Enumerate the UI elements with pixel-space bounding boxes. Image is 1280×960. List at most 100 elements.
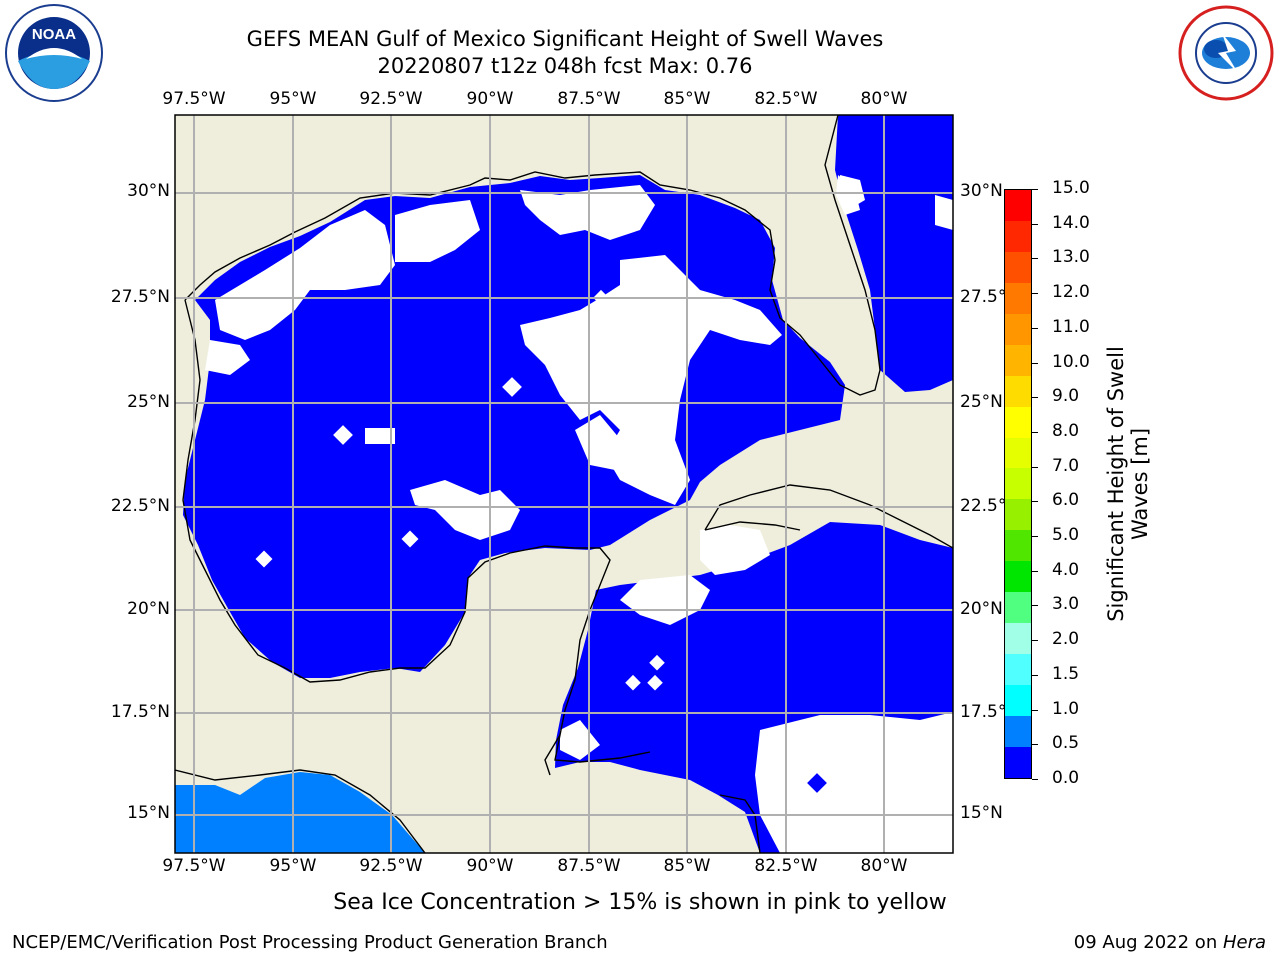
colorbar-tick-label: 2.0 [1052, 629, 1080, 650]
swell-speck [807, 773, 827, 793]
lat-label-right: 25°N [960, 392, 1003, 412]
colorbar-segment [1005, 437, 1031, 469]
lon-label-bottom: 92.5°W [359, 856, 423, 876]
map-subtitle: 20220807 t12z 048h fcst Max: 0.76 [377, 54, 753, 78]
lon-label-top: 87.5°W [557, 89, 621, 109]
lat-label-left: 22.5°N [110, 496, 170, 516]
lat-label-left: 27.5°N [110, 287, 170, 307]
footer-branch: NCEP/EMC/Verification Post Processing Pr… [12, 932, 608, 953]
colorbar-tick-label: 14.0 [1052, 212, 1090, 233]
footer-host: Hera [1222, 932, 1266, 953]
colorbar-segment [1005, 499, 1031, 531]
colorbar-tick-label: 1.5 [1052, 663, 1080, 684]
colorbar-tick-label: 3.0 [1052, 594, 1080, 615]
colorbar-segment [1005, 190, 1031, 221]
lon-label-top: 97.5°W [162, 89, 226, 109]
colorbar-tick-label: 1.0 [1052, 698, 1080, 719]
colorbar-segment [1005, 685, 1031, 716]
colorbar-tick-mark [1032, 501, 1038, 503]
colorbar-tick-label: 6.0 [1052, 490, 1080, 511]
colorbar-tick-label: 13.0 [1052, 247, 1090, 268]
colorbar-tick-mark [1032, 431, 1038, 433]
colorbar-segment [1005, 623, 1031, 655]
colorbar-tick-label: 7.0 [1052, 455, 1080, 476]
lat-label-left: 30°N [127, 181, 170, 201]
colorbar-tick-label: 11.0 [1052, 316, 1090, 337]
colorbar-ticks: 15.0 14.0 13.0 12.0 11.0 10.0 9.0 8.0 7.0 6.0 5.0 4… [1032, 178, 1102, 788]
lon-label-top: 82.5°W [754, 89, 818, 109]
noaa-logo-text: NOAA [32, 26, 76, 43]
map-title: GEFS MEAN Gulf of Mexico Significant Hei… [246, 27, 884, 51]
colorbar-tick-label: 9.0 [1052, 386, 1080, 407]
lon-label-bottom: 85°W [663, 856, 711, 876]
colorbar-segment [1005, 251, 1031, 283]
colorbar-segment [1005, 220, 1031, 252]
colorbar-segment [1005, 282, 1031, 314]
colorbar-tick-label: 0.5 [1052, 733, 1080, 754]
colorbar-tick-mark [1032, 223, 1038, 225]
colorbar-tick-mark [1032, 570, 1038, 572]
colorbar-tick-mark [1032, 362, 1038, 364]
atlantic-swell-field [835, 115, 953, 392]
lat-label-right: 30°N [960, 181, 1003, 201]
colorbar-tick-mark [1032, 189, 1038, 190]
colorbar-segment [1005, 530, 1031, 562]
colorbar-tick-mark [1032, 605, 1038, 607]
lon-label-bottom: 97.5°W [162, 856, 226, 876]
colorbar-segment [1005, 592, 1031, 624]
colorbar-tick-mark [1032, 744, 1038, 746]
sea-ice-note: Sea Ice Concentration > 15% is shown in … [0, 890, 1280, 915]
lon-label-top: 92.5°W [359, 89, 423, 109]
map-frame [174, 114, 954, 854]
colorbar-tick-label: 8.0 [1052, 420, 1080, 441]
colorbar-segment [1005, 746, 1031, 778]
colorbar-segment [1005, 561, 1031, 593]
colorbar-tick-mark [1032, 466, 1038, 468]
national-weather-service-logo [1176, 3, 1276, 103]
lon-label-top: 95°W [269, 89, 317, 109]
colorbar-tick-label: 4.0 [1052, 559, 1080, 580]
graticule [175, 115, 953, 853]
colorbar-segment [1005, 313, 1031, 345]
colorbar-tick-mark [1032, 293, 1038, 295]
colorbar-label-line2: Waves [m] [1128, 427, 1152, 541]
colorbar-tick-mark [1032, 258, 1038, 260]
footer-date: 09 Aug 2022 on Hera [1074, 932, 1266, 953]
colorbar-segment [1005, 375, 1031, 407]
colorbar-tick-mark [1032, 779, 1038, 780]
lon-label-top: 90°W [466, 89, 514, 109]
sea-ice-note-text: Sea Ice Concentration > 15% is shown in … [333, 890, 947, 915]
colorbar-tick-mark [1032, 709, 1038, 711]
lon-label-bottom: 95°W [269, 856, 317, 876]
colorbar-segment [1005, 468, 1031, 500]
colorbar-tick-label: 12.0 [1052, 282, 1090, 303]
colorbar-label: Significant Height of Swell Waves [m] [1104, 346, 1152, 622]
colorbar-label-line1: Significant Height of Swell [1104, 346, 1128, 622]
gulf-swell-map [174, 114, 954, 854]
colorbar-tick-mark [1032, 640, 1038, 642]
pacific-swell-band [175, 772, 425, 853]
colorbar-tick-label: 5.0 [1052, 525, 1080, 546]
lon-label-bottom: 90°W [466, 856, 514, 876]
colorbar-tick-label: 15.0 [1052, 178, 1090, 198]
lon-label-bottom: 87.5°W [557, 856, 621, 876]
lat-label-left: 20°N [127, 599, 170, 619]
noaa-logo: NOAA [4, 3, 104, 103]
colorbar-tick-mark [1032, 536, 1038, 538]
colorbar-segment [1005, 406, 1031, 438]
missing-data-patches [205, 175, 953, 853]
colorbar-segment [1005, 715, 1031, 747]
lat-label-left: 17.5°N [110, 702, 170, 722]
colorbar-tick-mark [1032, 674, 1038, 676]
lon-label-top: 85°W [663, 89, 711, 109]
colorbar-tick-mark [1032, 397, 1038, 399]
colorbar-segment [1005, 344, 1031, 376]
coastlines [175, 115, 953, 853]
colorbar-tick-label: 10.0 [1052, 351, 1090, 372]
colorbar-segment [1005, 654, 1031, 685]
colorbar [1004, 189, 1032, 779]
lat-label-left: 25°N [127, 392, 170, 412]
lat-label-right: 15°N [960, 803, 1003, 823]
colorbar-tick-label: 0.0 [1052, 768, 1080, 788]
colorbar-tick-mark [1032, 327, 1038, 329]
